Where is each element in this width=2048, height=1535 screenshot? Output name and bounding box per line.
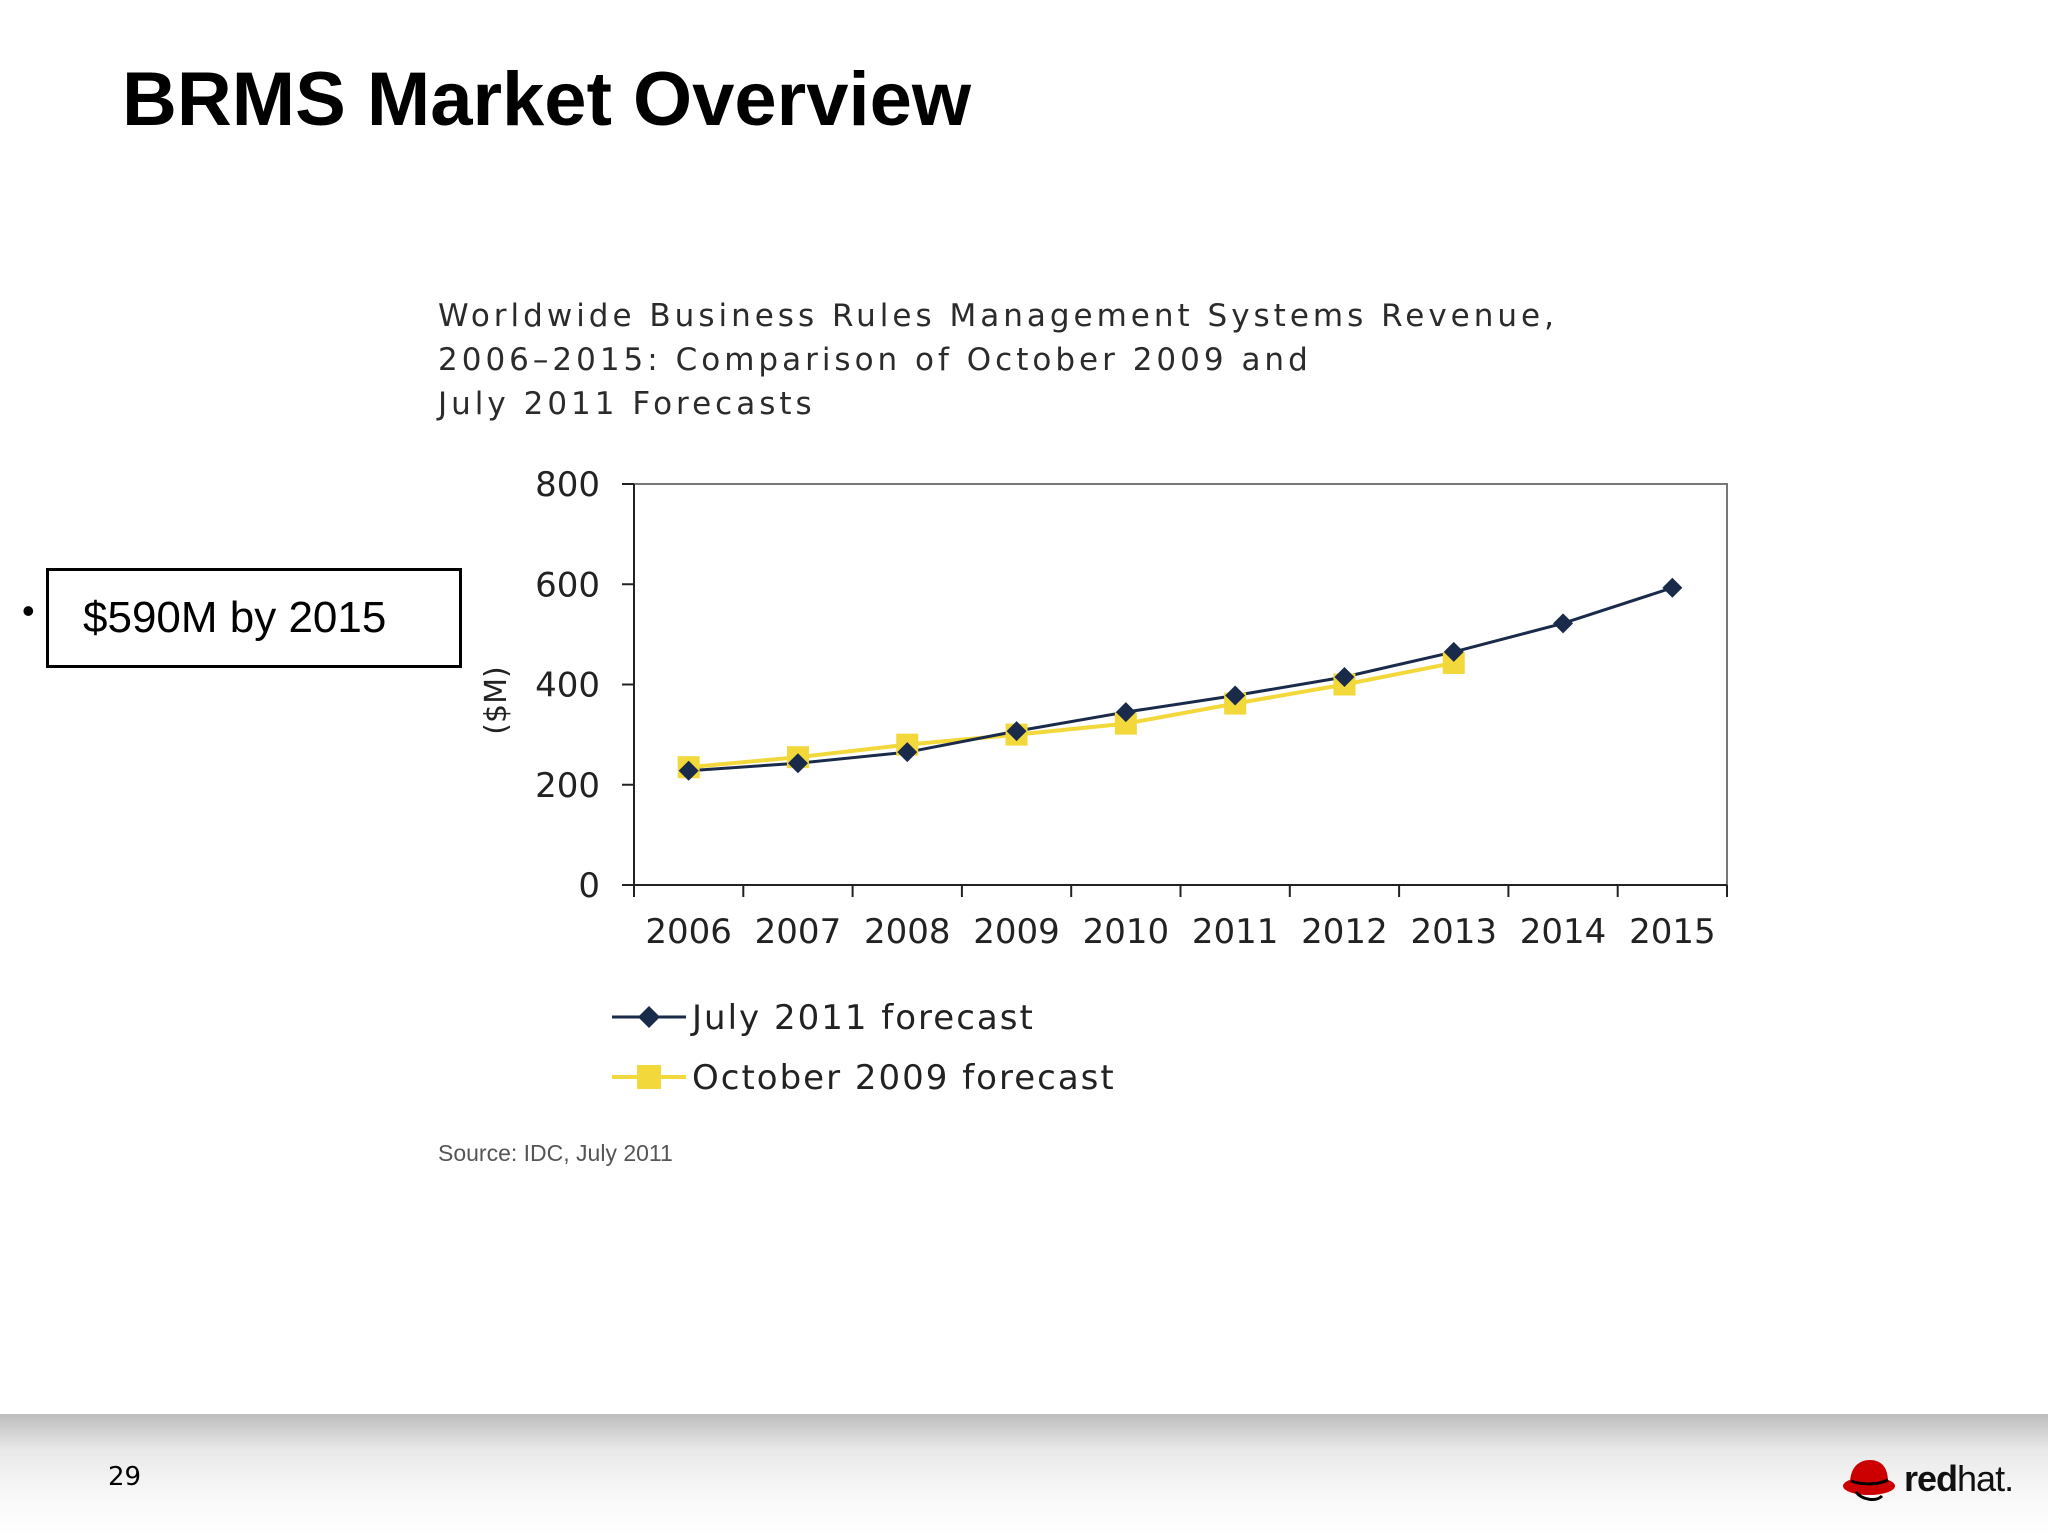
data-point-july-2011 — [787, 753, 808, 774]
legend-marker-october-2009 — [637, 1065, 661, 1089]
data-point-july-2011 — [1662, 577, 1683, 598]
x-tick-label: 2014 — [1520, 912, 1607, 952]
data-point-july-2011 — [1115, 702, 1136, 723]
redhat-wordmark: redhat. — [1904, 1458, 2014, 1500]
legend-label: July 2011 forecast — [690, 998, 1035, 1038]
legend-label: October 2009 forecast — [692, 1058, 1116, 1098]
y-tick-label: 400 — [535, 666, 600, 706]
data-point-july-2011 — [1443, 641, 1464, 662]
redhat-shadowman-icon — [1843, 1460, 1895, 1501]
data-point-july-2011 — [897, 742, 918, 763]
x-tick-label: 2006 — [645, 912, 732, 952]
data-point-july-2011 — [678, 760, 699, 781]
data-point-july-2011 — [1553, 613, 1574, 634]
chart-title-line-1: Worldwide Business Rules Management Syst… — [438, 298, 1558, 334]
wordmark-red: red — [1904, 1458, 1958, 1499]
callout-text: $590M by 2015 — [83, 593, 387, 642]
series-line-july-2011 — [688, 586, 1673, 773]
chart-title-line-2: 2006–2015: Comparison of October 2009 an… — [438, 342, 1312, 378]
x-tick-label: 2010 — [1083, 912, 1170, 952]
plot-area — [633, 483, 1728, 886]
bullet-marker: • — [22, 590, 35, 631]
page-number: 29 — [108, 1462, 142, 1492]
data-point-july-2011 — [1225, 685, 1246, 706]
legend-marker-july-2011 — [638, 1006, 660, 1028]
redhat-logo: redhat. — [1842, 1456, 2014, 1502]
slide-title: BRMS Market Overview — [122, 57, 971, 142]
x-tick-label: 2007 — [755, 912, 842, 952]
series-line-october-2009 — [688, 660, 1455, 770]
x-tick-label: 2008 — [864, 912, 951, 952]
y-tick-label: 800 — [535, 465, 600, 505]
data-point-october-2009 — [1442, 651, 1465, 674]
y-tick-label: 600 — [535, 565, 600, 605]
data-point-october-2009 — [1114, 712, 1137, 735]
y-axis-label: ($M) — [479, 666, 514, 734]
x-tick-label: 2015 — [1629, 912, 1716, 952]
wordmark-hat: hat. — [1957, 1458, 2014, 1499]
y-tick-label: 0 — [578, 866, 600, 906]
chart-source: Source: IDC, July 2011 — [438, 1140, 673, 1166]
x-tick-label: 2013 — [1410, 912, 1497, 952]
chart-title-line-3: July 2011 Forecasts — [438, 386, 816, 422]
x-tick-label: 2009 — [973, 912, 1060, 952]
y-tick-label: 200 — [535, 766, 600, 806]
x-tick-label: 2011 — [1192, 912, 1279, 952]
chart-title: Worldwide Business Rules Management Syst… — [438, 294, 1558, 426]
data-point-july-2011 — [1334, 666, 1355, 687]
x-tick-label: 2012 — [1301, 912, 1388, 952]
callout-box: $590M by 2015 — [46, 568, 462, 668]
footer-band — [0, 1414, 2048, 1535]
data-point-july-2011 — [1006, 721, 1027, 742]
